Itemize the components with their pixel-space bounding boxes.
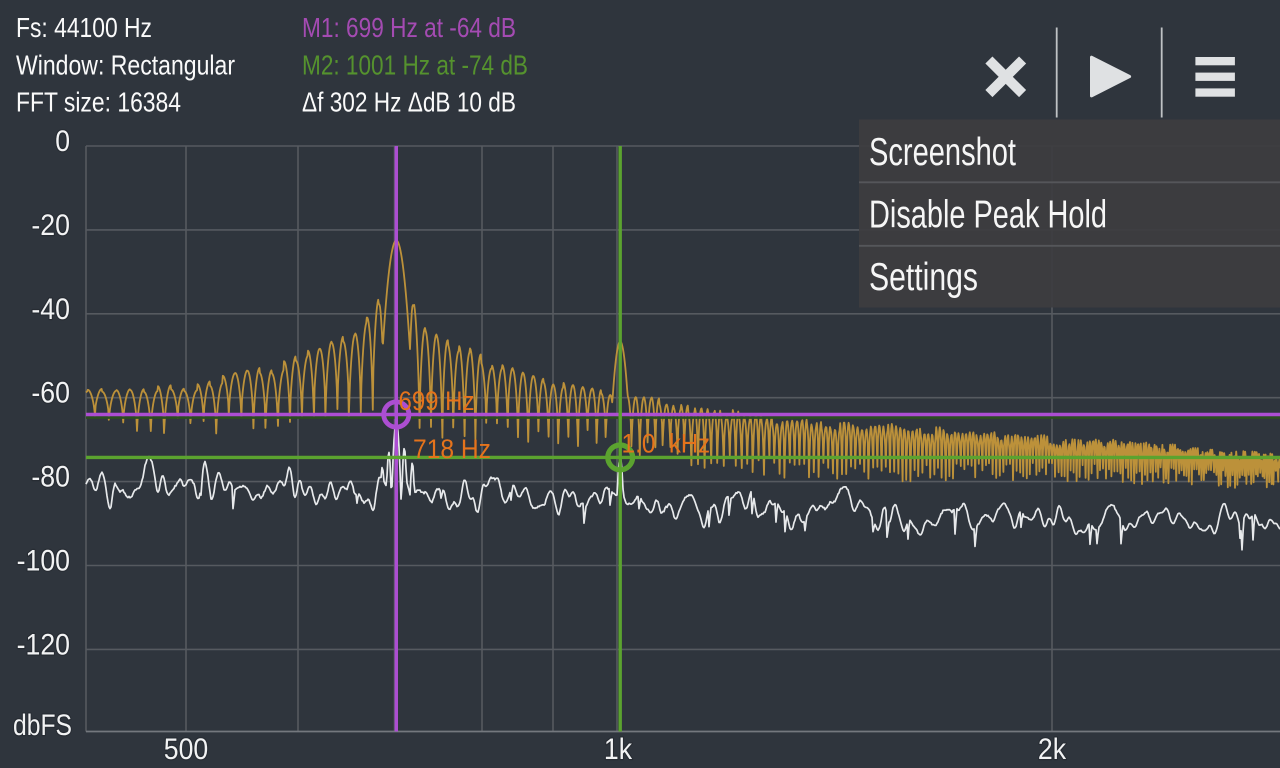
svg-text:-20: -20 [31, 209, 70, 242]
svg-text:-40: -40 [31, 293, 70, 326]
svg-text:699 Hz: 699 Hz [399, 386, 475, 416]
svg-text:M2: 1001 Hz at -74 dB: M2: 1001 Hz at -74 dB [302, 49, 528, 80]
svg-text:-60: -60 [31, 377, 70, 410]
svg-text:1.0: 1.0 [622, 428, 656, 458]
svg-text:500: 500 [164, 733, 208, 766]
svg-text:Settings: Settings [869, 256, 978, 299]
svg-text:1k: 1k [604, 733, 633, 766]
svg-text:Window: Rectangular: Window: Rectangular [16, 49, 235, 80]
svg-text:FFT size: 16384: FFT size: 16384 [16, 87, 181, 118]
svg-text:Fs: 44100 Hz: Fs: 44100 Hz [16, 12, 152, 43]
svg-text:dbFS: dbFS [13, 709, 72, 742]
svg-text:Disable Peak Hold: Disable Peak Hold [869, 194, 1107, 237]
svg-text:Δf 302 Hz ΔdB 10 dB: Δf 302 Hz ΔdB 10 dB [302, 87, 516, 118]
svg-text:Screenshot: Screenshot [869, 131, 1016, 174]
svg-text:0: 0 [55, 125, 70, 158]
svg-text:M1: 699 Hz at -64 dB: M1: 699 Hz at -64 dB [302, 12, 516, 43]
svg-text:-120: -120 [17, 628, 70, 661]
svg-text:kHz: kHz [669, 428, 710, 458]
svg-text:-100: -100 [17, 545, 70, 578]
svg-text:718 Hz: 718 Hz [413, 434, 491, 464]
svg-text:2k: 2k [1038, 733, 1067, 766]
svg-text:-80: -80 [31, 461, 70, 494]
